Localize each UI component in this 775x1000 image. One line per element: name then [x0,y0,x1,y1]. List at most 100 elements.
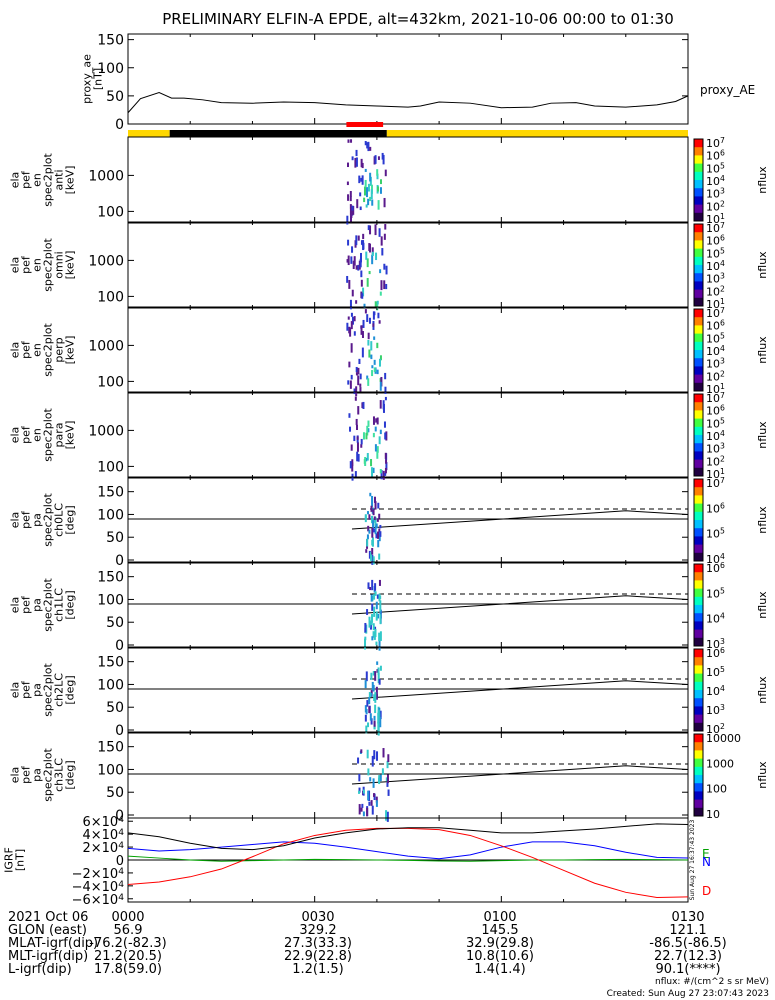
colorbar-tick-label-base: 10 [706,307,720,320]
pitch-cell [364,514,367,520]
colorbar-frame [693,478,704,562]
colorbar-tick-label: 1000 [706,757,734,770]
spectrogram-cell [379,469,382,474]
spectrogram-y-label-line: anti [53,169,66,190]
colorbar-stripe [694,309,703,318]
orbit-cell: 22.7(12.3) [654,949,722,964]
colorbar-tick-label: 102 [706,722,725,736]
spectrogram-cell [376,300,379,305]
colorbar-tick-label: 103 [706,703,725,717]
spectrogram-cell [360,240,363,245]
pitch-y-tick-label: 0 [115,553,124,569]
proxy-y-label-line: proxy_ae [81,54,94,104]
pitch-cell [368,801,371,806]
pitch-cell [367,525,370,532]
igrf-y-tick-label-base: 0 [116,854,124,869]
spectrogram-cell [376,301,379,311]
colorbar-tick-label-base: 10 [706,235,720,248]
spectrogram-cell [357,375,360,386]
colorbar-tick-label-base: 1000 [706,757,734,770]
pitch-cell [371,579,374,591]
pitch-cell [387,789,390,796]
colorbar-frame [693,733,704,817]
colorbar-stripe [694,637,703,647]
colorbar-tick-label-exponent: 1 [720,382,725,391]
colorbar-tick-label-exponent: 6 [720,501,725,510]
spectrogram-y-label-line: [keV] [64,251,77,280]
colorbar-tick-label-base: 10 [706,383,720,396]
spectrogram-cell [368,243,371,251]
spectrogram-cell [346,275,349,283]
colorbar-tick-label: 105 [706,665,725,679]
spectrogram-cell [355,149,358,157]
spectrogram-cell [367,141,370,152]
spectrogram-cell [384,467,387,474]
colorbar-tick-label-exponent: 2 [720,199,725,208]
spectrogram-cell [379,179,382,185]
state-segment [128,130,170,137]
pitch-cell [372,623,375,631]
spectrogram-cell [347,316,350,320]
colorbar-tick-label-base: 10 [706,417,720,430]
colorbar-label: nflux [756,676,769,704]
spectrogram-cell [350,444,353,451]
spectrogram-cell [379,291,382,296]
spectrogram-cell [349,215,352,223]
pitch-cell [373,750,376,760]
spectrogram-cell [376,446,379,453]
colorbar-stripe [694,240,703,250]
colorbar-stripe [694,681,703,691]
pitch-y-tick-label: 0 [115,723,124,739]
spectrogram-cell [356,442,359,452]
pitch-cell [369,777,372,782]
pitch-cell [386,782,389,787]
pitch-cell [378,678,381,685]
colorbar-tick-label-base: 10 [706,528,720,541]
colorbar-stripe [694,163,703,173]
pitch-cell [360,749,363,754]
spectrogram-cell [376,369,379,375]
proxy-ae-panel: 150 100 50 0 proxy_AE proxy_ae[nT] [81,33,756,133]
pitch-cell [377,613,380,619]
igrf-y-tick-label-exponent: 4 [118,880,124,890]
spectrogram-cell [348,413,351,418]
pitch-cell [376,661,379,665]
spectrogram-cell [354,157,357,168]
igrf-component-label: D [702,884,711,898]
pitch-cell [386,774,389,784]
colorbar-tick-label-base: 10 [706,162,720,175]
colorbar-tick-label: 107 [706,306,725,320]
colorbar-tick-label-base: 10 [706,666,720,679]
spectrogram-cell [360,325,363,335]
colorbar-tick-label: 106 [706,646,725,660]
spectrogram-cell [364,168,367,172]
colorbar-tick-label-base: 10 [706,405,720,418]
igrf-component-label: N [702,855,711,869]
colorbar-tick-label: 102 [706,454,725,468]
pitch-cell [371,603,374,611]
pitch-cell [374,583,377,591]
pitch-y-tick-label: 100 [97,507,124,523]
spectrogram-cell [357,264,360,271]
colorbar-label: nflux [756,421,769,449]
spectrogram-cell [360,279,363,287]
spectrogram-y-label-line: [keV] [64,421,77,450]
spectrogram-y-label-line: spec2plot [42,323,55,377]
spectrogram-cell [375,418,378,423]
spectrogram-cell [359,387,362,392]
colorbar-stripe [694,350,703,359]
spectrogram-cell [349,204,352,209]
colorbar-label: nflux [756,251,769,279]
colorbar-stripe [694,698,703,707]
spectrogram-cell [355,300,358,304]
spectrogram-cell [354,396,357,401]
colorbar-stripe [694,791,703,801]
colorbar-tick-label-exponent: 4 [720,429,725,438]
colorbar-stripe [694,273,703,282]
spectrogram-cell [361,347,364,358]
pitch-y-label-line: pa [31,513,44,527]
colorbar-tick-label: 105 [706,586,725,600]
orbit-cell: 0000 [111,910,144,925]
colorbar-tick-label: 103 [706,357,725,371]
